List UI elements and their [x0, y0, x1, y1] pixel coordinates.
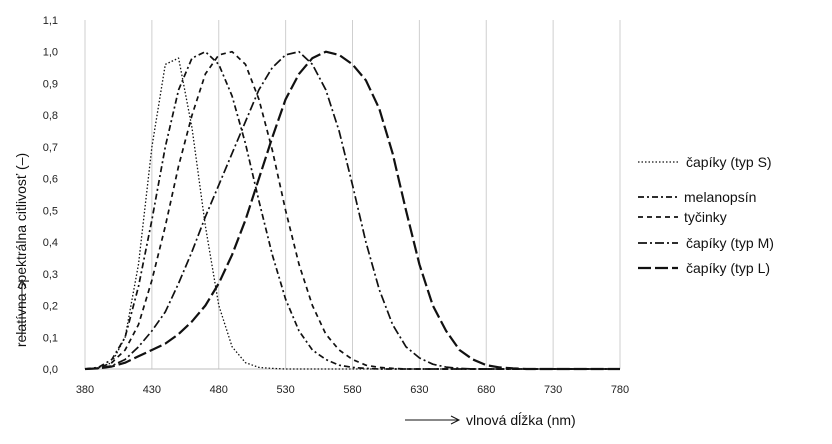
y-tick-label: 0,3 [43, 269, 58, 281]
y-tick-label: 0,9 [43, 78, 58, 90]
legend-label: čapíky (typ L) [686, 260, 770, 276]
x-tick-label: 430 [143, 384, 161, 396]
y-tick-label: 0,2 [43, 301, 58, 313]
x-tick-labels: 380 430 480 530 580 630 680 730 780 [76, 384, 629, 396]
legend: čapíky (typ S) melanopsín tyčinky čapíky (t… [638, 154, 774, 276]
y-tick-label: 0,1 [43, 332, 58, 344]
y-tick-label: 1,0 [43, 47, 58, 59]
x-tick-label: 580 [343, 384, 361, 396]
x-tick-label: 680 [477, 384, 495, 396]
x-axis-label: vlnová dĺžka (nm) [466, 411, 576, 428]
y-axis-arrow-head [17, 278, 27, 289]
series-lines [84, 50, 620, 371]
series-line-3 [84, 50, 620, 370]
legend-label: čapíky (typ S) [686, 154, 772, 170]
y-tick-label: 1,1 [43, 15, 58, 27]
x-tick-label: 730 [544, 384, 562, 396]
y-axis-label: relatívna spektrálna citlivosť (–) [13, 153, 29, 347]
y-tick-label: 0,7 [43, 142, 58, 154]
y-tick-label: 0,6 [43, 174, 58, 186]
y-tick-labels: 0,0 0,1 0,2 0,3 0,4 0,5 0,6 0,7 0,8 0,9 1,0 1,1 [43, 15, 58, 376]
x-tick-label: 480 [210, 384, 228, 396]
series-line-5 [84, 50, 620, 371]
legend-label: tyčinky [684, 209, 727, 225]
x-tick-label: 630 [410, 384, 428, 396]
y-tick-label: 0,8 [43, 110, 58, 122]
x-tick-label: 380 [76, 384, 94, 396]
y-tick-label: 0,0 [43, 364, 58, 376]
y-tick-label: 0,4 [43, 237, 58, 249]
legend-label: melanopsín [684, 189, 756, 205]
x-tick-label: 780 [611, 384, 629, 396]
x-tick-label: 530 [276, 384, 294, 396]
x-axis-arrow-head [450, 415, 461, 425]
legend-label: čapíky (typ M) [686, 235, 774, 251]
y-tick-label: 0,5 [43, 205, 58, 217]
vertical-gridlines [84, 20, 621, 370]
